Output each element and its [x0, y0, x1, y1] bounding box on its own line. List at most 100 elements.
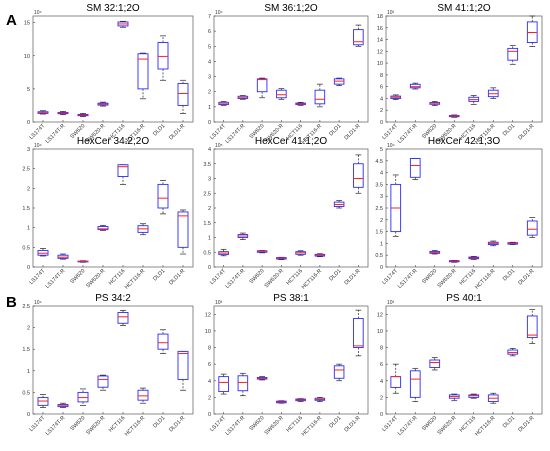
chart0-ytick-label: 0	[27, 120, 30, 126]
iqr-box	[218, 376, 229, 393]
chart6-xtick-label: DLD1-R	[168, 415, 186, 433]
chart3-ytick-label: 1	[27, 226, 30, 232]
chart8-ytick-label: 2	[380, 395, 383, 401]
chart3-title: HexCer 34:2;2O	[77, 136, 149, 147]
chart2-box-ls174t	[390, 94, 402, 100]
iqr-box	[314, 89, 326, 105]
iqr-box	[429, 359, 441, 368]
chart5-box-sw620	[429, 250, 441, 255]
chart1-scale-label: 10⁴	[215, 10, 223, 16]
chart4-box-dld1	[333, 200, 345, 209]
chart2-ytick-label: 0	[380, 120, 383, 126]
chart7-ytick-label: 6	[208, 362, 211, 368]
chart3-ytick-label: 2	[27, 186, 30, 192]
chart8-xtick-label: DLD1	[502, 415, 516, 429]
chart1-ytick-label: 3	[208, 75, 211, 81]
chart3-box-dld1	[157, 180, 169, 215]
chart5-xtick-label: HCT116-R	[474, 268, 497, 291]
chart1-ytick-label: 0	[208, 120, 211, 126]
chart4-ytick-label: 2.5	[203, 191, 211, 197]
chart8-box-sw620	[429, 357, 441, 371]
chart3-scale-label: 10⁴	[34, 143, 42, 149]
chart8-xtick-label: LS174T	[381, 415, 399, 433]
chart7-ytick-label: 8	[208, 346, 211, 352]
chart3-ytick-label: 0	[27, 265, 30, 271]
panel-label-a: A	[6, 12, 17, 29]
chart5-box-hct116	[468, 256, 480, 260]
chart1-box-sw620-r	[276, 88, 287, 100]
chart7-box-sw620	[256, 376, 268, 381]
chart8-box-ls174t	[390, 363, 402, 394]
chart3-box-hct116	[117, 164, 129, 185]
chart5-ytick-label: 5	[380, 147, 383, 153]
chart6-xtick-label: SW620-R	[85, 415, 106, 436]
chart6-xtick-label: LS174T-R	[45, 415, 67, 437]
chart5-ytick-label: 0.5	[375, 253, 383, 259]
chart5-xtick-label: DLD1	[502, 268, 516, 282]
chart4-xtick-label: SW620	[249, 268, 266, 285]
chart4-box-ls174t	[218, 248, 229, 257]
chart4-ytick-label: 4	[208, 147, 211, 153]
chart7-xtick-label: DLD1	[328, 415, 342, 429]
chart4-xtick-label: HCT116-R	[301, 268, 324, 291]
chart7-box-hct116	[295, 398, 306, 402]
chart4-ytick-label: 3	[208, 177, 211, 183]
chart8-ytick-label: 10	[377, 329, 383, 335]
chart3-box-ls174t	[37, 248, 49, 257]
chart7-ytick-label: 4	[208, 379, 211, 385]
chart0-box-ls174t	[37, 110, 49, 115]
chart6-box-hct116-r	[137, 387, 149, 404]
chart7-box-dld1	[333, 363, 345, 382]
chart6-box-sw620-r	[97, 374, 109, 391]
chart2-ytick-label: 12	[377, 49, 383, 55]
chart2-axes-frame	[385, 15, 543, 123]
chart2-box-dld1-r	[526, 15, 538, 47]
iqr-box	[157, 333, 169, 350]
iqr-box	[237, 375, 249, 392]
iqr-box	[526, 220, 538, 236]
iqr-box	[97, 226, 109, 231]
iqr-box	[137, 53, 149, 90]
chart1-xtick-label: DLD1-R	[343, 123, 361, 141]
chart5-ytick-label: 1.5	[375, 230, 383, 236]
chart1-box-sw620	[256, 77, 268, 99]
chart6-ytick-label: 0	[27, 412, 30, 418]
chart6-ytick-label: 1	[27, 369, 30, 375]
chart2-ytick-label: 10	[377, 61, 383, 67]
chart7-box-ls174t-r	[237, 372, 249, 397]
chart2-box-dld1	[507, 45, 519, 65]
chart3-xtick-label: SW620-R	[85, 268, 106, 289]
chart0-box-ls174t-r	[57, 111, 69, 116]
chart6-scale-label: 10⁴	[34, 300, 42, 306]
chart4-scale-label: 10⁵	[215, 143, 223, 149]
chart4-title: HexCer 41:1;2O	[255, 136, 327, 147]
chart8-ytick-label: 6	[380, 362, 383, 368]
iqr-box	[333, 365, 345, 379]
chart4-ytick-label: 0.5	[203, 250, 211, 256]
chart8-ytick-label: 4	[380, 379, 383, 385]
iqr-box	[526, 315, 538, 339]
chart2-xtick-label: LS174T-R	[397, 123, 419, 145]
chart7-xtick-label: HCT116-R	[301, 415, 324, 438]
chart1-xtick-label: DLD1	[328, 123, 342, 137]
chart8-xtick-label: SW620-R	[437, 415, 458, 436]
chart0-box-dld1	[157, 35, 169, 81]
chart5-title: HexCer 42:1;3O	[428, 136, 500, 147]
chart6-box-ls174t-r	[57, 402, 69, 408]
chart0-box-dld1-r	[177, 79, 189, 114]
chart2-box-hct116-r	[487, 87, 499, 99]
chart1-ytick-label: 7	[208, 14, 211, 20]
chart0-xtick-label: LS174T	[29, 123, 47, 141]
chart8-box-dld1	[507, 348, 519, 357]
chart6-ytick-label: 2	[27, 326, 30, 332]
chart2-box-sw620	[429, 101, 441, 106]
chart5-ytick-label: 1	[380, 241, 383, 247]
chart1-ytick-label: 1	[208, 105, 211, 111]
chart5-box-sw620-r	[448, 260, 460, 263]
chart6-ytick-label: 1.5	[22, 347, 30, 353]
chart0-box-sw620	[77, 113, 89, 118]
chart3-box-ls174t-r	[57, 253, 69, 260]
